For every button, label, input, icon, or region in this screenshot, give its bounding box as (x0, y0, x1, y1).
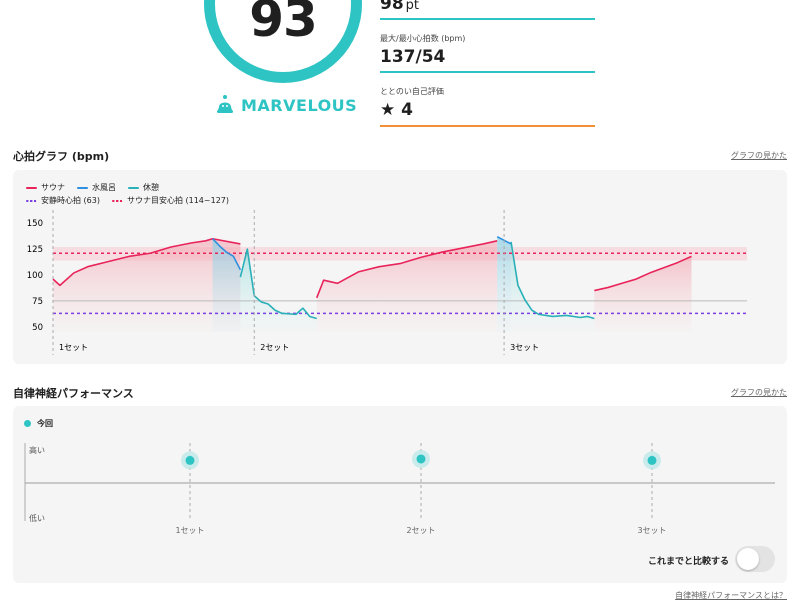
legend-cold-bath: 水風呂 (77, 182, 116, 193)
ans-how-to-read-link[interactable]: グラフの見かた (731, 388, 787, 397)
current-dot-icon (24, 420, 31, 427)
self-eval-underline (380, 125, 595, 127)
ans-performance-panel: 今回 高い 低い 1セット 2セット 3セット これまでと比較する (13, 406, 787, 583)
series-line (594, 255, 692, 292)
compare-toggle-knob[interactable] (737, 548, 759, 570)
sauna-bell-icon (217, 95, 233, 113)
points-underline (380, 18, 595, 20)
compare-toggle[interactable] (735, 546, 775, 572)
legend-rest: 休憩 (128, 182, 159, 193)
heart-rate-chart: 150 125 100 75 50 1セット 2セット 3セット (27, 210, 747, 355)
legend-sauna: サウナ (26, 182, 65, 193)
points-value: 98 (380, 0, 404, 14)
compare-label: これまでと比較する (647, 557, 729, 567)
series-fill (240, 249, 317, 332)
set-label: 2セット (260, 343, 289, 352)
y-tick-label: 100 (27, 271, 43, 281)
hr-how-to-read-link[interactable]: グラフの見かた (731, 151, 787, 160)
ans-point (647, 455, 657, 465)
series-fill (594, 256, 692, 332)
ans-legend: 今回 (24, 418, 53, 429)
hr-legend-reference: 安静時心拍 (63) サウナ目安心拍 (114~127) (26, 195, 229, 206)
ans-y-low: 低い (29, 514, 45, 523)
self-eval-value: 4 (401, 100, 414, 120)
series-fill (316, 240, 498, 332)
ans-performance-chart (24, 443, 775, 521)
y-tick-label: 125 (27, 245, 43, 255)
ans-about-link[interactable]: 自律神経パフォーマンスとは？ (675, 591, 787, 600)
ans-section-title: 自律神経パフォーマンス (13, 387, 134, 400)
series-fill (212, 238, 241, 332)
self-eval-label: ととのい自己評価 (380, 87, 444, 96)
hr-section-title: 心拍グラフ (bpm) (13, 150, 110, 163)
ans-set-label-1: 1セット (175, 526, 205, 535)
rank-badge: MARVELOUS (216, 94, 357, 116)
ans-point (185, 455, 195, 465)
heart-rate-underline (380, 71, 595, 73)
series-line (212, 238, 242, 271)
legend-resting-hr: 安静時心拍 (63) (26, 195, 100, 206)
points-unit: pt (405, 0, 420, 13)
y-tick-label: 150 (27, 219, 43, 229)
star-icon: ★ (380, 100, 396, 120)
heart-rate-value: 137/54 (380, 47, 446, 67)
series-line (52, 237, 241, 287)
series-fill (53, 238, 241, 332)
ans-set-label-2: 2セット (406, 526, 436, 535)
rank-label: MARVELOUS (241, 95, 358, 115)
score-value: 93 (249, 0, 318, 48)
ans-y-high: 高い (29, 446, 45, 455)
hr-legend: サウナ 水風呂 休憩 (26, 182, 159, 193)
self-eval-stat: ととのい自己評価 ★ 4 (380, 86, 595, 127)
series-line (315, 240, 498, 299)
legend-sauna-target-hr: サウナ目安心拍 (114~127) (111, 195, 229, 206)
series-line (510, 241, 595, 320)
heart-rate-label: 最大/最小心拍数 (bpm) (380, 34, 466, 43)
ans-set-label-3: 3セット (637, 526, 667, 535)
points-stat: 98 pt (380, 0, 595, 20)
series-line (239, 248, 317, 320)
series-fill (511, 241, 595, 332)
set-label: 1セット (59, 343, 88, 352)
ans-legend-label: 今回 (37, 419, 53, 428)
y-tick-label: 75 (32, 297, 43, 307)
y-tick-label: 50 (32, 323, 43, 333)
ans-point (416, 454, 426, 464)
heart-rate-stat: 最大/最小心拍数 (bpm) 137/54 (380, 33, 595, 73)
heart-rate-chart-panel: サウナ 水風呂 休憩 安静時心拍 (63) サウナ目安心拍 (114~127) … (13, 170, 787, 364)
set-label: 3セット (510, 343, 539, 352)
